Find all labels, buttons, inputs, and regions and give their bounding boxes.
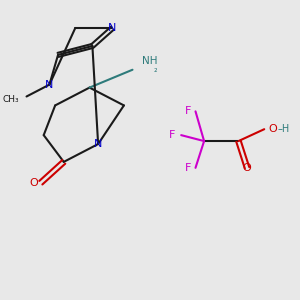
Text: F: F <box>185 163 191 173</box>
Text: –H: –H <box>278 124 290 134</box>
Text: O: O <box>243 163 251 173</box>
Text: N: N <box>45 80 54 90</box>
Text: N: N <box>94 139 102 149</box>
Text: N: N <box>108 23 117 33</box>
Text: O: O <box>268 124 277 134</box>
Text: ₂: ₂ <box>154 65 157 74</box>
Text: CH₃: CH₃ <box>3 95 20 104</box>
Text: F: F <box>185 106 191 116</box>
Text: F: F <box>169 130 176 140</box>
Text: NH: NH <box>142 56 158 66</box>
Text: O: O <box>29 178 38 188</box>
